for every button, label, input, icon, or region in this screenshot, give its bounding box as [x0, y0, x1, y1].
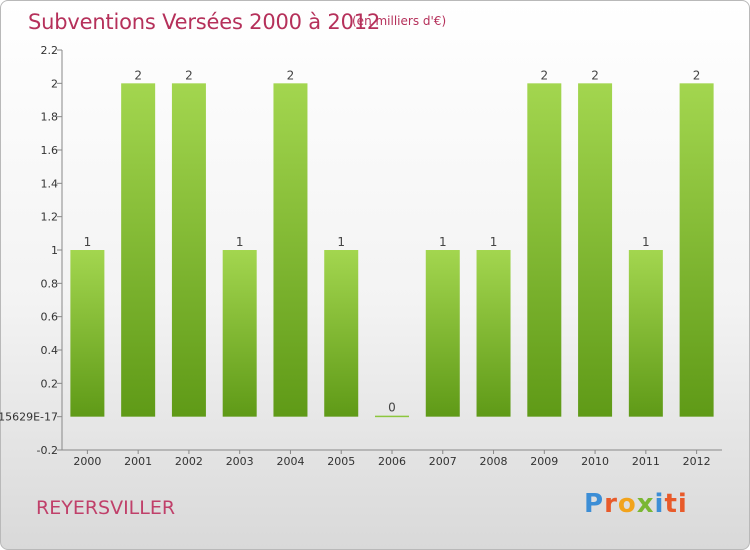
- bar: [70, 250, 105, 417]
- y-tick-label: 1.2: [41, 211, 59, 224]
- bar: [476, 250, 511, 417]
- bar: [273, 83, 308, 417]
- axes: 2.2 2 1.8 1.6 1.4 1.2 1 0.8 0.6 0.4 0.2 -1.15629E-1…: [0, 44, 722, 468]
- bar-value-label: 2: [693, 68, 701, 82]
- bar: [375, 415, 409, 418]
- bar-value-label: 1: [337, 235, 345, 249]
- x-tick-label: 2010: [581, 455, 609, 468]
- x-tick-label: 2007: [429, 455, 457, 468]
- commune-name: REYERSVILLER: [36, 497, 176, 519]
- bar: [324, 250, 359, 417]
- y-tick-label: 1.8: [41, 111, 59, 124]
- bar: [171, 83, 206, 417]
- x-tick-label: 2006: [378, 455, 406, 468]
- y-tick-label: 1.4: [41, 177, 59, 190]
- y-tick-label: 2.2: [41, 44, 59, 57]
- bar: [222, 250, 257, 417]
- x-tick-label: 2009: [530, 455, 558, 468]
- bar-value-label: 2: [287, 68, 295, 82]
- bar: [121, 83, 156, 417]
- bar-value-label: 1: [236, 235, 244, 249]
- labels-group: 1 2 2 1 2 1 0 1 1 2 2 1 2: [84, 68, 701, 414]
- bar-value-label: 1: [642, 235, 650, 249]
- bar: [628, 250, 663, 417]
- logo-letter: x: [636, 489, 655, 519]
- y-tick-label: -1.15629E-17: [0, 411, 58, 424]
- bar: [425, 250, 460, 417]
- bar-value-label: 2: [540, 68, 548, 82]
- x-tick-label: 2003: [226, 455, 254, 468]
- bar-value-label: 1: [84, 235, 92, 249]
- logo-letter: o: [617, 489, 637, 519]
- x-tick-label: 2008: [480, 455, 508, 468]
- x-tick-label: 2012: [683, 455, 711, 468]
- bar-value-label: 1: [439, 235, 447, 249]
- logo-letter: r: [604, 489, 618, 519]
- bar-value-label: 0: [388, 401, 396, 415]
- bar-value-label: 1: [490, 235, 498, 249]
- chart-subtitle: (en milliers d'€): [352, 14, 447, 28]
- bar-value-label: 2: [185, 68, 193, 82]
- x-tick-label: 2011: [632, 455, 660, 468]
- bars-group: [70, 83, 714, 418]
- logo-letter: ti: [664, 489, 688, 519]
- y-tick-label: 0.4: [41, 344, 59, 357]
- y-tick-label: 1.6: [41, 144, 59, 157]
- bar: [578, 83, 613, 417]
- bar: [527, 83, 562, 417]
- bar-value-label: 2: [591, 68, 599, 82]
- y-tick-label: 2: [51, 77, 58, 90]
- bar-value-label: 2: [134, 68, 142, 82]
- y-tick-label: 0.8: [41, 277, 59, 290]
- x-tick-label: 2004: [276, 455, 304, 468]
- chart-title: Subventions Versées 2000 à 2012: [28, 10, 381, 34]
- x-tick-label: 2000: [73, 455, 101, 468]
- y-tick-label: 0.2: [41, 377, 59, 390]
- y-tick-label: 1: [51, 244, 58, 257]
- logo-letter: P: [584, 489, 605, 519]
- logo-letter: i: [654, 489, 665, 519]
- proxiti-logo: Proxiti: [584, 489, 688, 519]
- x-tick-label: 2002: [175, 455, 203, 468]
- x-tick-label: 2005: [327, 455, 355, 468]
- y-tick-label: 0.6: [41, 311, 59, 324]
- x-tick-label: 2001: [124, 455, 152, 468]
- bar: [679, 83, 714, 417]
- y-tick-label: -0.2: [37, 444, 58, 457]
